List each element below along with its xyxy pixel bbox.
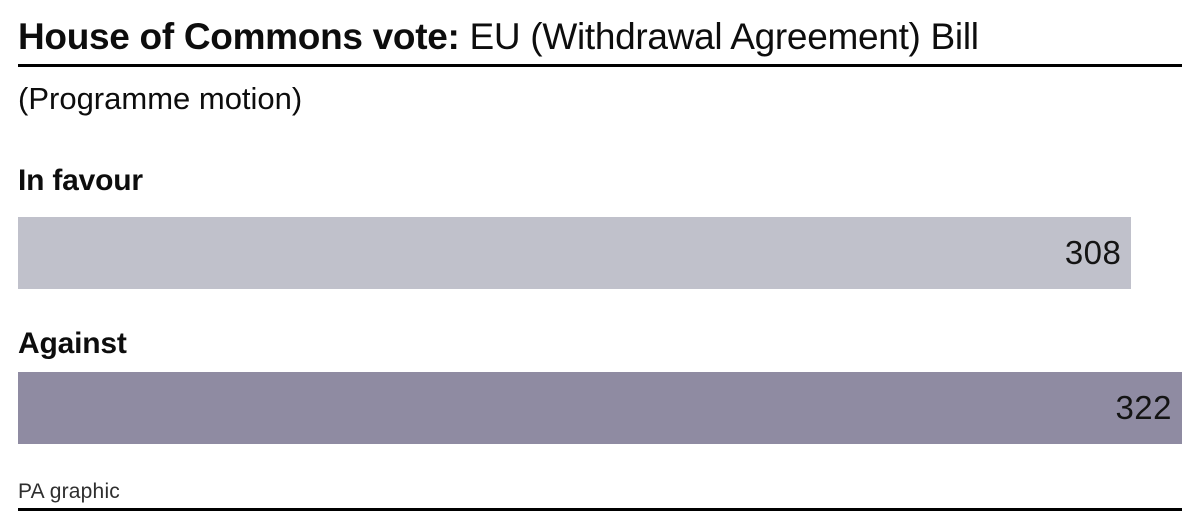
chart-title-bold: House of Commons vote: (18, 16, 460, 57)
bar-value-against: 322 (1115, 389, 1172, 427)
bar-in-favour: 308 (18, 216, 1132, 289)
bar-group-against: Against 322 (18, 325, 1182, 445)
bottom-divider (18, 508, 1182, 512)
bar-against: 322 (18, 372, 1182, 445)
chart-title-regular: EU (Withdrawal Agreement) Bill (459, 16, 979, 57)
source-credit: PA graphic (18, 480, 121, 504)
bar-category-label-against: Against (18, 326, 127, 360)
bar-category-label-in-favour: In favour (18, 164, 143, 198)
chart-title: House of Commons vote: EU (Withdrawal Ag… (18, 12, 1182, 62)
top-divider (18, 63, 1182, 67)
bar-group-in-favour: In favour 308 (18, 162, 1182, 289)
chart-subtitle: (Programme motion) (18, 80, 303, 116)
bar-value-in-favour: 308 (1064, 233, 1122, 271)
chart-container: House of Commons vote: EU (Withdrawal Ag… (0, 12, 1200, 512)
